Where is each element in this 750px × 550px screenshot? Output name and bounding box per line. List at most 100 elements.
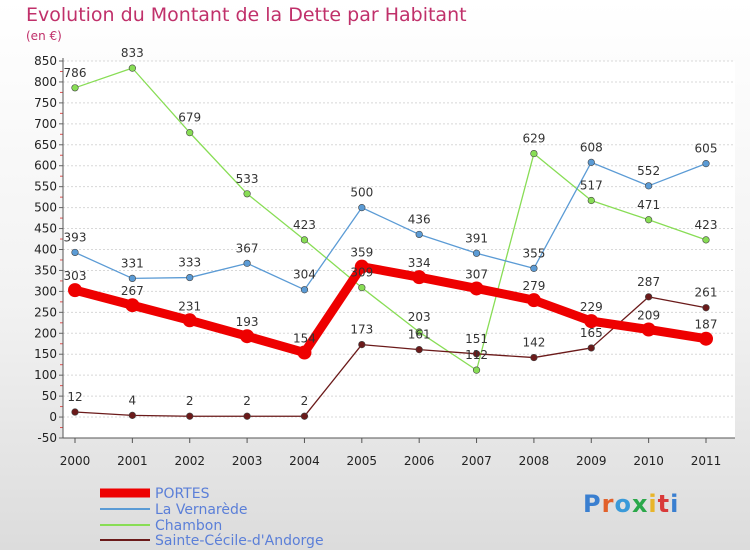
data-label: 287 — [637, 275, 660, 289]
data-label: 833 — [121, 46, 144, 60]
data-point — [243, 412, 251, 420]
data-point — [702, 236, 710, 244]
data-point — [297, 345, 312, 360]
data-point — [472, 350, 481, 358]
data-label: 391 — [465, 231, 488, 245]
y-tick-label: 150 — [34, 347, 57, 361]
data-point — [300, 412, 309, 420]
data-point — [243, 259, 251, 267]
data-point — [240, 329, 255, 344]
data-label: 334 — [408, 256, 431, 270]
data-label: 359 — [350, 246, 373, 260]
y-tick-label: 100 — [34, 368, 57, 382]
chart-title: Evolution du Montant de la Dette par Hab… — [26, 4, 467, 26]
series-line-1 — [74, 161, 707, 291]
data-point — [645, 216, 653, 224]
data-label: 231 — [178, 299, 201, 313]
logo-letter: P — [583, 490, 602, 518]
data-label: 304 — [293, 268, 316, 282]
data-point — [472, 366, 481, 374]
series-line-2 — [74, 67, 707, 371]
data-label: 423 — [695, 218, 718, 232]
y-tick-label: 800 — [34, 75, 57, 89]
data-point — [702, 304, 710, 312]
data-label: 112 — [465, 348, 488, 362]
legend-label: PORTES — [155, 486, 210, 502]
data-label: 173 — [350, 323, 373, 337]
y-tick-label: 0 — [49, 410, 57, 424]
data-label: 209 — [637, 309, 660, 323]
legend-label: Chambon — [155, 518, 222, 534]
data-label: 2 — [186, 394, 194, 408]
data-point — [526, 293, 541, 308]
data-point — [186, 412, 194, 420]
data-label: 436 — [408, 212, 431, 226]
data-label: 679 — [178, 111, 201, 125]
data-point — [530, 264, 538, 272]
data-label: 423 — [293, 218, 316, 232]
y-tick-label: 50 — [42, 389, 57, 403]
data-point — [128, 411, 136, 419]
data-point — [358, 204, 366, 212]
data-point — [71, 408, 79, 416]
x-tick-label: 2001 — [117, 454, 148, 468]
data-point — [412, 270, 427, 285]
data-label: 151 — [465, 332, 488, 346]
data-point — [71, 248, 79, 257]
data-point — [587, 344, 595, 352]
data-point — [354, 259, 369, 274]
y-tick-label: 550 — [34, 180, 57, 194]
data-label: 154 — [293, 332, 316, 346]
data-point — [128, 64, 136, 72]
data-label: 629 — [522, 132, 545, 146]
data-label: 471 — [637, 198, 660, 212]
data-point — [702, 160, 710, 168]
data-point — [415, 230, 423, 239]
data-point — [182, 313, 197, 328]
data-label: 608 — [580, 140, 603, 154]
data-label: 229 — [580, 300, 603, 314]
data-label: 533 — [236, 172, 259, 186]
data-point — [358, 284, 366, 292]
data-label: 2 — [243, 394, 251, 408]
x-tick-label: 2003 — [232, 454, 263, 468]
data-point — [469, 281, 484, 296]
y-tick-label: 200 — [34, 326, 57, 340]
x-tick-label: 2008 — [519, 454, 550, 468]
data-label: 165 — [580, 326, 603, 340]
logo-letter: o — [614, 490, 632, 518]
data-label: 307 — [465, 267, 488, 281]
data-point — [699, 331, 713, 346]
y-tick-label: 350 — [34, 263, 57, 277]
legend-label: Sainte-Cécile-d'Andorge — [155, 533, 324, 549]
chart-subtitle: (en €) — [26, 29, 62, 43]
data-label: 367 — [236, 241, 259, 255]
data-label: 309 — [350, 266, 373, 280]
legend-label: La Vernarède — [155, 502, 247, 518]
data-point — [415, 346, 423, 354]
y-tick-label: 500 — [34, 201, 57, 215]
y-tick-label: 300 — [34, 284, 57, 298]
data-point — [645, 182, 653, 190]
data-label: 517 — [580, 178, 603, 192]
data-point — [641, 322, 656, 337]
x-tick-label: 2002 — [174, 454, 205, 468]
y-tick-label: 750 — [34, 96, 57, 110]
data-point — [587, 196, 595, 205]
logo-letter: i — [670, 490, 680, 518]
data-point — [587, 158, 595, 166]
data-point — [243, 190, 251, 198]
x-tick-label: 2009 — [576, 454, 607, 468]
y-tick-label: 400 — [34, 243, 57, 257]
x-tick-label: 2006 — [404, 454, 435, 468]
data-point — [186, 129, 194, 137]
data-point — [645, 293, 653, 301]
data-label: 303 — [64, 269, 87, 283]
data-point — [71, 84, 79, 92]
data-label: 279 — [522, 279, 545, 293]
data-label: 161 — [408, 328, 431, 342]
data-label: 552 — [637, 164, 660, 178]
y-tick-label: -50 — [37, 431, 57, 445]
data-point — [530, 353, 538, 362]
data-point — [415, 328, 423, 336]
